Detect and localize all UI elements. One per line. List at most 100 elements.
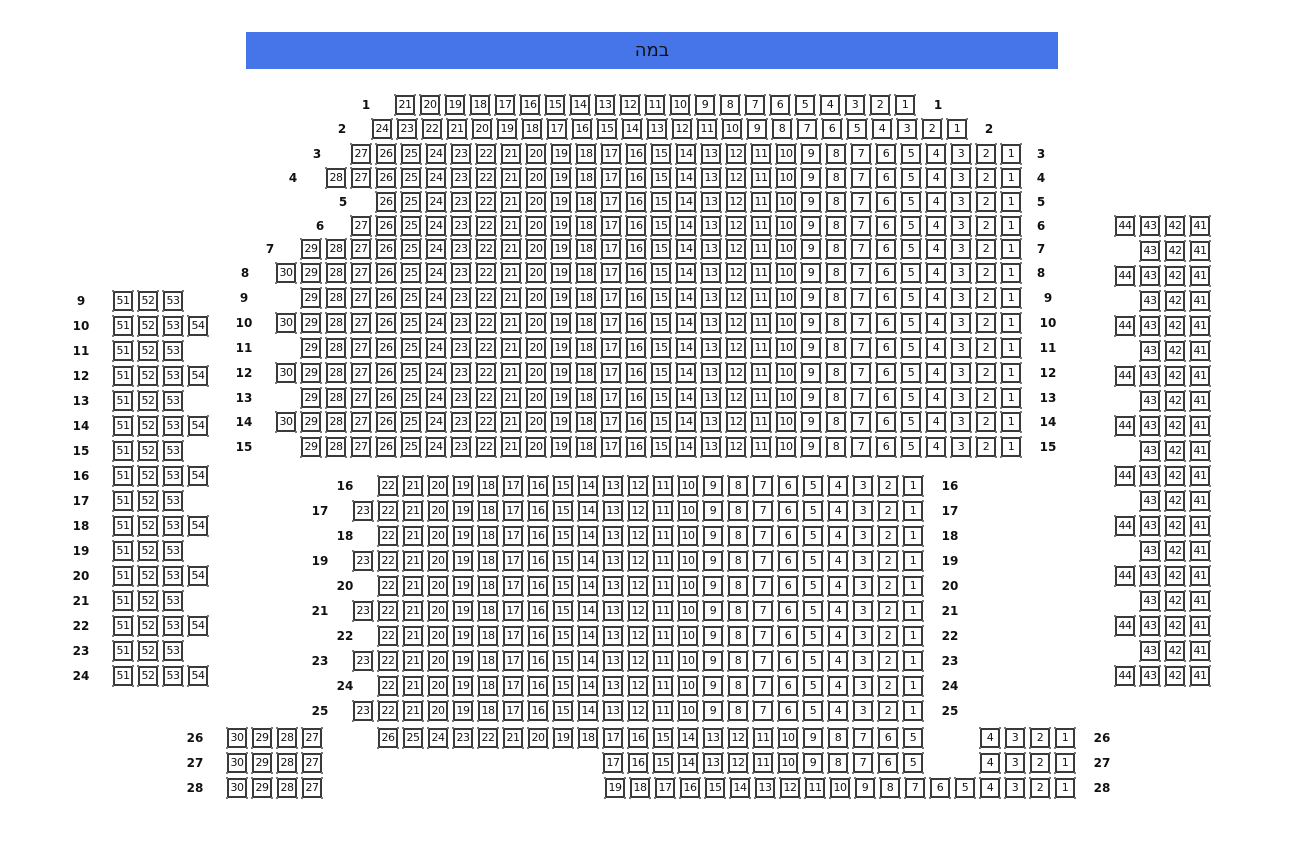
seat[interactable]: 23	[352, 550, 374, 572]
seat[interactable]: 8	[727, 500, 749, 522]
seat[interactable]: 11	[652, 525, 674, 547]
seat[interactable]: 11	[750, 362, 772, 384]
seat[interactable]: 43	[1139, 490, 1161, 512]
seat[interactable]: 9	[800, 287, 822, 309]
seat[interactable]: 53	[162, 515, 184, 537]
seat[interactable]: 43	[1139, 665, 1161, 687]
seat[interactable]: 29	[300, 238, 322, 260]
seat[interactable]: 21	[402, 600, 424, 622]
seat[interactable]: 10	[775, 191, 797, 213]
seat[interactable]: 43	[1139, 590, 1161, 612]
seat[interactable]: 19	[452, 650, 474, 672]
seat[interactable]: 17	[502, 700, 524, 722]
seat[interactable]: 13	[602, 575, 624, 597]
seat[interactable]: 26	[375, 215, 397, 237]
seat[interactable]: 6	[875, 337, 897, 359]
seat[interactable]: 43	[1139, 440, 1161, 462]
seat[interactable]: 3	[852, 550, 874, 572]
seat[interactable]: 7	[850, 167, 872, 189]
seat[interactable]: 27	[350, 411, 372, 433]
seat[interactable]: 29	[300, 387, 322, 409]
seat[interactable]: 20	[419, 94, 441, 116]
seat[interactable]: 15	[552, 475, 574, 497]
seat[interactable]: 17	[600, 411, 622, 433]
seat[interactable]: 10	[775, 215, 797, 237]
seat[interactable]: 18	[469, 94, 491, 116]
seat[interactable]: 16	[625, 436, 647, 458]
seat[interactable]: 29	[251, 752, 273, 774]
seat[interactable]: 11	[652, 475, 674, 497]
seat[interactable]: 12	[627, 650, 649, 672]
seat[interactable]: 5	[802, 575, 824, 597]
seat[interactable]: 29	[300, 411, 322, 433]
seat[interactable]: 19	[496, 118, 518, 140]
seat[interactable]: 22	[377, 600, 399, 622]
seat[interactable]: 21	[402, 625, 424, 647]
seat[interactable]: 30	[226, 752, 248, 774]
seat[interactable]: 19	[452, 625, 474, 647]
seat[interactable]: 2	[975, 143, 997, 165]
seat[interactable]: 2	[975, 312, 997, 334]
seat[interactable]: 22	[475, 337, 497, 359]
seat[interactable]: 13	[602, 600, 624, 622]
seat[interactable]: 16	[625, 143, 647, 165]
seat[interactable]: 28	[276, 752, 298, 774]
seat[interactable]: 20	[525, 362, 547, 384]
seat[interactable]: 52	[137, 665, 159, 687]
seat[interactable]: 7	[850, 143, 872, 165]
seat[interactable]: 19	[550, 312, 572, 334]
seat[interactable]: 12	[725, 287, 747, 309]
seat[interactable]: 16	[625, 312, 647, 334]
seat[interactable]: 26	[375, 411, 397, 433]
seat[interactable]: 9	[800, 143, 822, 165]
seat[interactable]: 18	[477, 525, 499, 547]
seat[interactable]: 8	[825, 436, 847, 458]
seat[interactable]: 8	[825, 143, 847, 165]
seat[interactable]: 42	[1164, 590, 1186, 612]
seat[interactable]: 22	[377, 650, 399, 672]
seat[interactable]: 22	[475, 238, 497, 260]
seat[interactable]: 20	[525, 167, 547, 189]
seat[interactable]: 17	[502, 550, 524, 572]
seat[interactable]: 20	[525, 287, 547, 309]
seat[interactable]: 16	[571, 118, 593, 140]
seat[interactable]: 44	[1114, 515, 1136, 537]
seat[interactable]: 1	[902, 575, 924, 597]
seat[interactable]: 52	[137, 290, 159, 312]
seat[interactable]: 2	[877, 575, 899, 597]
seat[interactable]: 20	[427, 550, 449, 572]
seat[interactable]: 9	[702, 700, 724, 722]
seat[interactable]: 20	[525, 215, 547, 237]
seat[interactable]: 41	[1189, 440, 1211, 462]
seat[interactable]: 6	[929, 777, 951, 799]
seat[interactable]: 15	[650, 287, 672, 309]
seat[interactable]: 22	[377, 500, 399, 522]
seat[interactable]: 11	[644, 94, 666, 116]
seat[interactable]: 20	[525, 411, 547, 433]
seat[interactable]: 27	[301, 752, 323, 774]
seat[interactable]: 9	[800, 238, 822, 260]
seat[interactable]: 30	[275, 262, 297, 284]
seat[interactable]: 19	[452, 700, 474, 722]
seat[interactable]: 3	[950, 262, 972, 284]
seat[interactable]: 42	[1164, 440, 1186, 462]
seat[interactable]: 11	[750, 238, 772, 260]
seat[interactable]: 21	[402, 575, 424, 597]
seat[interactable]: 15	[650, 143, 672, 165]
seat[interactable]: 15	[650, 262, 672, 284]
seat[interactable]: 23	[450, 287, 472, 309]
seat[interactable]: 11	[750, 191, 772, 213]
seat[interactable]: 28	[325, 262, 347, 284]
seat[interactable]: 1	[1000, 436, 1022, 458]
seat[interactable]: 21	[402, 650, 424, 672]
seat[interactable]: 9	[800, 411, 822, 433]
seat[interactable]: 16	[625, 238, 647, 260]
seat[interactable]: 51	[112, 340, 134, 362]
seat[interactable]: 19	[550, 238, 572, 260]
seat[interactable]: 21	[500, 143, 522, 165]
seat[interactable]: 5	[900, 436, 922, 458]
seat[interactable]: 3	[1004, 752, 1026, 774]
seat[interactable]: 21	[402, 525, 424, 547]
seat[interactable]: 17	[494, 94, 516, 116]
seat[interactable]: 15	[650, 337, 672, 359]
